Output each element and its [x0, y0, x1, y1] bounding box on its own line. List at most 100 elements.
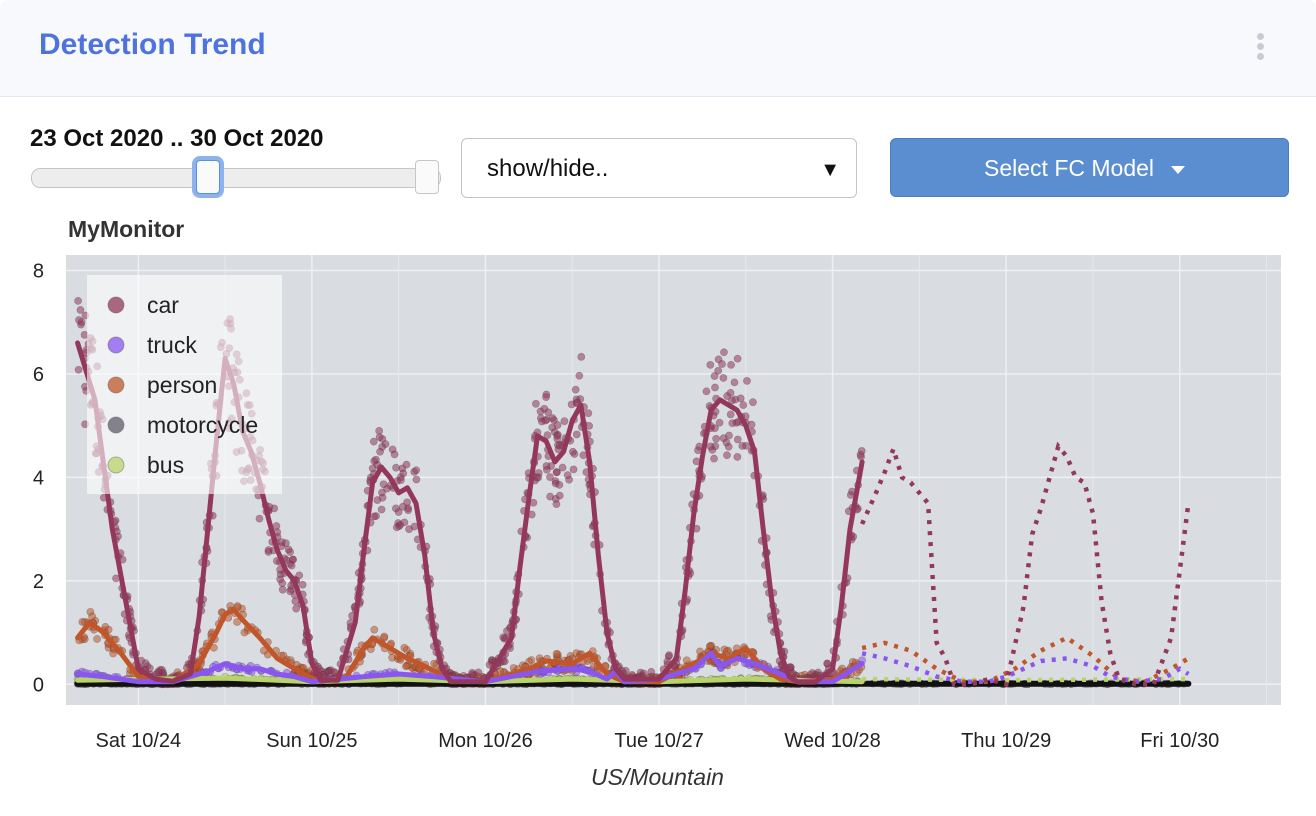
data-point	[542, 462, 551, 470]
data-point	[728, 419, 737, 428]
data-point	[728, 396, 736, 405]
x-tick-label: Sat 10/24	[96, 730, 182, 752]
data-point	[552, 649, 561, 658]
data-point	[88, 612, 97, 621]
data-point	[856, 450, 865, 459]
x-axis-label: US/Mountain	[591, 764, 724, 790]
data-point	[726, 388, 735, 397]
data-point	[647, 667, 656, 676]
data-point	[749, 398, 757, 407]
select-caret-icon: ▼	[820, 159, 840, 181]
data-point	[718, 360, 726, 368]
series-line-person	[75, 606, 865, 685]
data-point	[665, 651, 674, 659]
data-point	[379, 480, 388, 489]
chevron-down-icon	[1171, 166, 1185, 174]
data-point	[255, 514, 264, 523]
data-point	[823, 659, 832, 668]
legend-label-truck: truck	[147, 332, 197, 358]
data-point	[392, 523, 401, 532]
data-point	[499, 633, 508, 642]
data-point	[402, 460, 411, 469]
data-point	[552, 468, 561, 477]
data-point	[378, 493, 387, 502]
data-point	[723, 451, 731, 460]
data-point	[402, 662, 410, 671]
chart-title: MyMonitor	[68, 216, 185, 242]
date-range-slider[interactable]	[31, 168, 441, 188]
data-point	[706, 442, 715, 451]
data-point	[558, 463, 567, 472]
data-point	[555, 491, 564, 500]
data-point	[398, 502, 407, 511]
data-point	[287, 561, 296, 570]
data-point	[560, 417, 569, 426]
card-title: Detection Trend	[39, 28, 266, 61]
data-point	[710, 454, 718, 463]
data-point	[405, 525, 413, 534]
y-tick-label: 6	[33, 364, 44, 386]
data-point	[725, 431, 733, 440]
data-point	[739, 401, 748, 409]
show-hide-select[interactable]: show/hide.. ▼	[461, 138, 857, 198]
data-point	[93, 635, 101, 643]
data-point	[154, 668, 162, 676]
data-point	[720, 348, 728, 357]
data-point	[571, 385, 580, 394]
data-point	[569, 465, 578, 474]
data-point	[722, 438, 731, 447]
data-point	[719, 374, 728, 382]
data-point	[541, 416, 550, 425]
legend-label-person: person	[147, 372, 217, 398]
data-point	[712, 434, 721, 443]
data-point	[544, 408, 553, 417]
data-point	[278, 579, 287, 587]
forecast-line-truck	[861, 651, 1190, 684]
data-point	[542, 393, 550, 402]
x-tick-label: Mon 10/26	[438, 730, 533, 752]
x-tick-label: Fri 10/30	[1140, 730, 1219, 752]
data-point	[76, 306, 85, 314]
data-point	[74, 296, 82, 305]
select-fc-model-button[interactable]: Select FC Model	[890, 138, 1289, 197]
data-point	[390, 450, 399, 459]
data-point	[733, 453, 742, 461]
legend: car truck person motorcycle bus	[87, 275, 282, 494]
legend-label-bus: bus	[147, 452, 184, 478]
data-point	[75, 316, 83, 324]
legend-marker-truck	[107, 336, 125, 354]
data-point	[733, 435, 742, 444]
legend-marker-bus	[107, 456, 125, 474]
data-point	[369, 437, 378, 446]
show-hide-select-text: show/hide..	[487, 155, 609, 182]
data-point	[377, 505, 386, 514]
y-tick-label: 2	[33, 571, 44, 593]
data-point	[74, 365, 83, 374]
data-point	[391, 504, 400, 513]
forecast-line-person	[861, 635, 1190, 685]
data-point	[727, 360, 735, 369]
data-point	[298, 580, 307, 589]
data-point	[639, 669, 648, 678]
kebab-menu-icon[interactable]	[1252, 30, 1268, 66]
data-point	[730, 378, 739, 387]
slider-handle-start[interactable]	[196, 160, 221, 194]
slider-handle-end[interactable]	[415, 160, 439, 194]
x-tick-label: Thu 10/29	[961, 730, 1051, 752]
data-point	[584, 409, 593, 418]
data-point	[546, 473, 554, 482]
x-tick-label: Wed 10/28	[784, 730, 880, 752]
data-point	[284, 545, 293, 554]
detection-trend-chart: 0 2 4 6 8 Sat 10/24 Sun 10/25 Mon 10/26 Tue 10/2…	[33, 255, 1281, 790]
data-point	[412, 475, 421, 484]
data-point	[264, 546, 273, 554]
legend-marker-person	[107, 376, 125, 394]
data-point	[577, 352, 586, 361]
data-point	[548, 423, 557, 432]
data-point	[403, 498, 411, 507]
data-point	[555, 480, 564, 489]
data-point	[397, 476, 405, 485]
select-fc-model-label: Select FC Model	[984, 155, 1155, 181]
date-range-label: 23 Oct 2020 .. 30 Oct 2020	[30, 125, 324, 152]
